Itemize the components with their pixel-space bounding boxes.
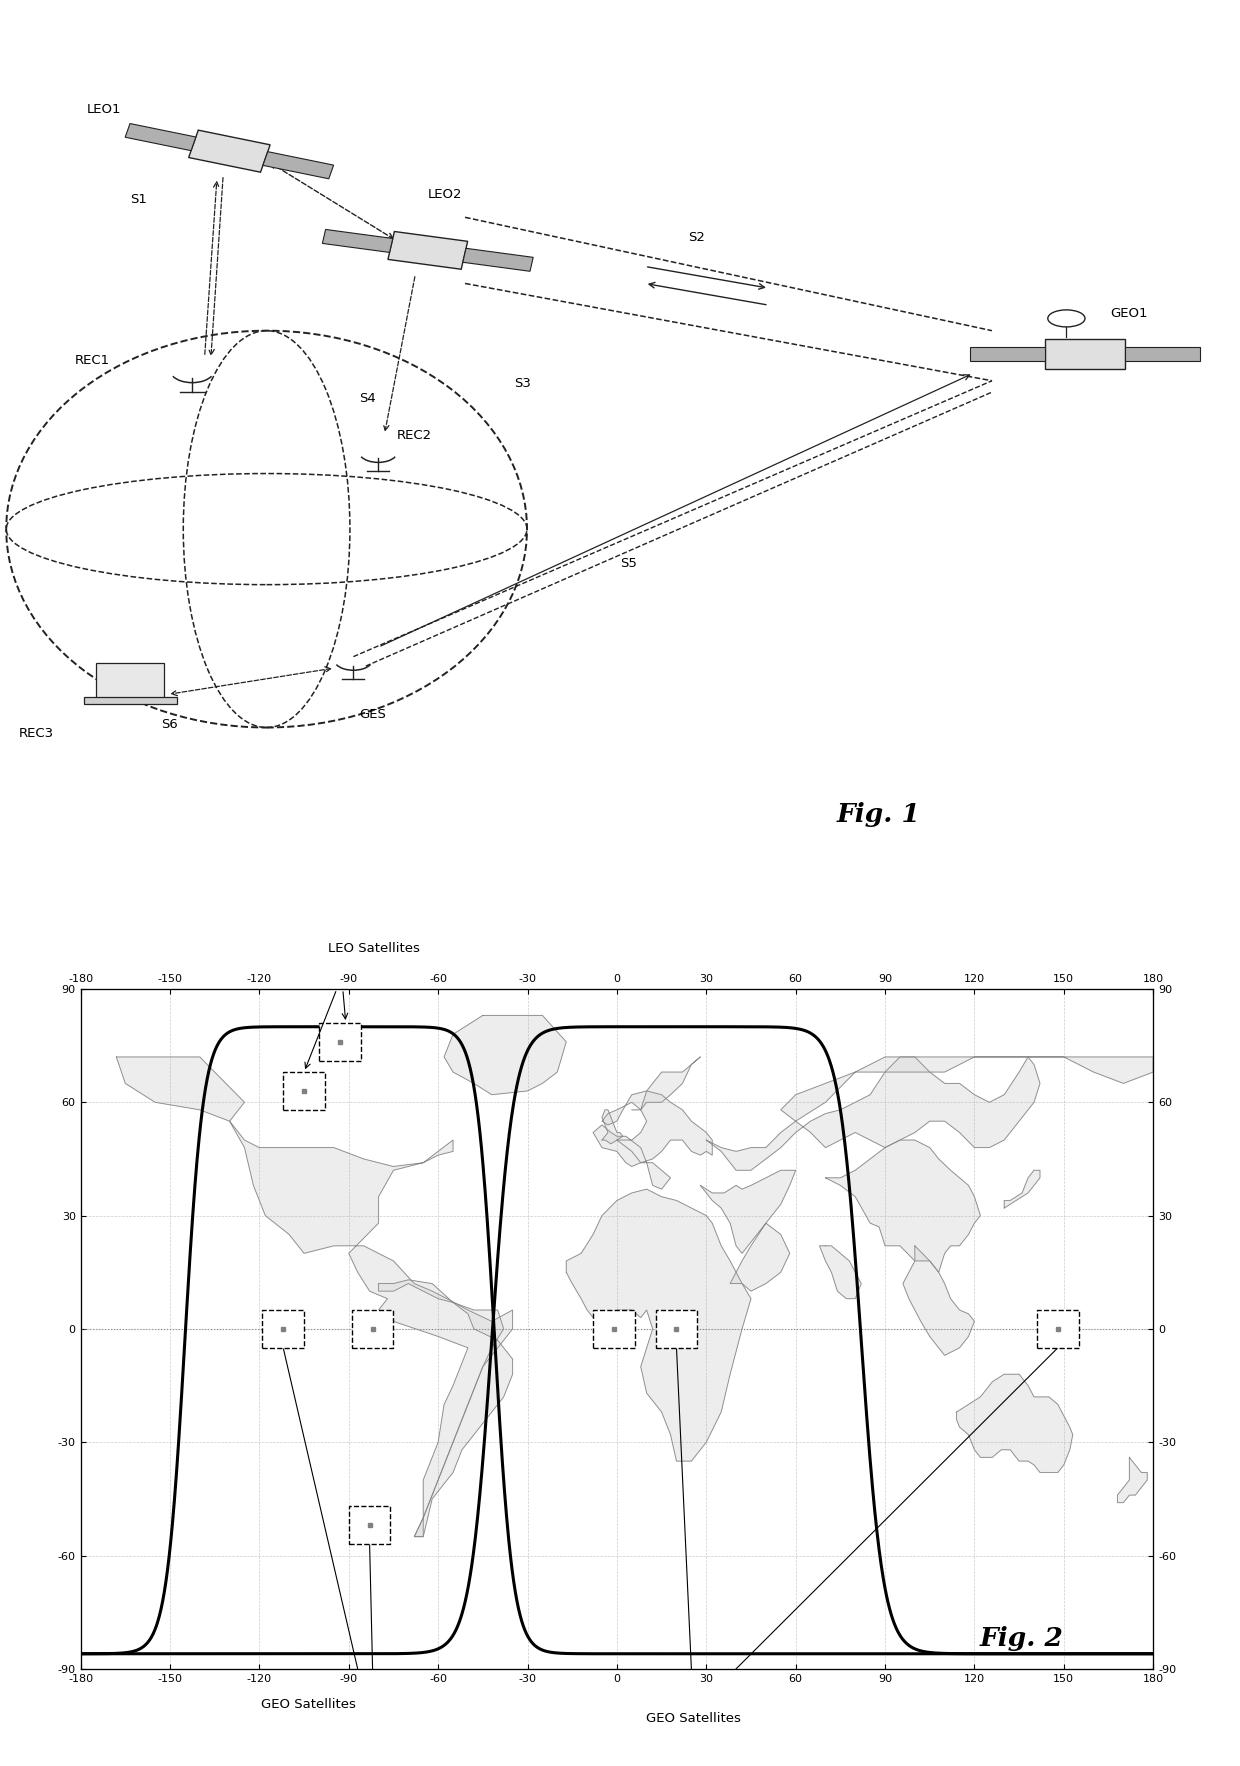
Polygon shape bbox=[444, 1015, 567, 1095]
Text: S4: S4 bbox=[360, 392, 377, 404]
Bar bbox=[322, 230, 393, 253]
Polygon shape bbox=[1117, 1457, 1147, 1503]
Text: S2: S2 bbox=[688, 231, 706, 244]
Bar bbox=[319, 1023, 361, 1061]
Text: LEO1: LEO1 bbox=[87, 104, 122, 117]
Bar bbox=[463, 249, 533, 272]
Bar bbox=[656, 1310, 697, 1347]
Bar bbox=[388, 231, 467, 268]
Bar bbox=[283, 1072, 325, 1109]
Bar bbox=[263, 152, 334, 178]
Bar bbox=[593, 1310, 635, 1347]
Text: GEO Satellites: GEO Satellites bbox=[260, 1697, 356, 1711]
Polygon shape bbox=[1004, 1171, 1040, 1208]
Text: REC2: REC2 bbox=[397, 429, 432, 442]
Text: LEO2: LEO2 bbox=[428, 189, 463, 201]
Bar bbox=[188, 131, 270, 173]
Bar bbox=[1044, 339, 1126, 369]
Text: LEO Satellites: LEO Satellites bbox=[327, 941, 420, 955]
Bar bbox=[97, 664, 164, 699]
Polygon shape bbox=[701, 1171, 796, 1291]
Bar bbox=[352, 1310, 393, 1347]
Text: S6: S6 bbox=[161, 717, 179, 731]
Text: REC3: REC3 bbox=[19, 728, 53, 740]
Bar bbox=[970, 348, 1044, 362]
Polygon shape bbox=[903, 1245, 975, 1355]
Polygon shape bbox=[378, 1280, 512, 1536]
Text: S1: S1 bbox=[130, 192, 148, 207]
Text: S3: S3 bbox=[515, 378, 532, 390]
Text: S5: S5 bbox=[620, 556, 637, 570]
Text: GEO Satellites: GEO Satellites bbox=[646, 1711, 742, 1725]
Polygon shape bbox=[567, 1189, 751, 1460]
Bar bbox=[125, 124, 196, 150]
Polygon shape bbox=[632, 1056, 701, 1109]
Polygon shape bbox=[601, 1109, 622, 1144]
Text: Fig. 1: Fig. 1 bbox=[837, 802, 921, 826]
Polygon shape bbox=[593, 1091, 712, 1189]
Polygon shape bbox=[781, 1056, 1153, 1121]
Text: Fig. 2: Fig. 2 bbox=[980, 1626, 1064, 1651]
Text: GES: GES bbox=[360, 708, 387, 721]
Polygon shape bbox=[707, 1056, 1040, 1171]
Text: REC1: REC1 bbox=[74, 353, 109, 367]
Bar bbox=[348, 1506, 391, 1543]
Polygon shape bbox=[820, 1245, 862, 1298]
Bar bbox=[84, 698, 177, 705]
Polygon shape bbox=[956, 1374, 1073, 1473]
Polygon shape bbox=[826, 1141, 981, 1272]
Bar bbox=[1037, 1310, 1079, 1347]
Bar bbox=[1126, 348, 1200, 362]
Polygon shape bbox=[117, 1056, 512, 1536]
Bar bbox=[263, 1310, 304, 1347]
Text: GEO1: GEO1 bbox=[1110, 307, 1147, 320]
